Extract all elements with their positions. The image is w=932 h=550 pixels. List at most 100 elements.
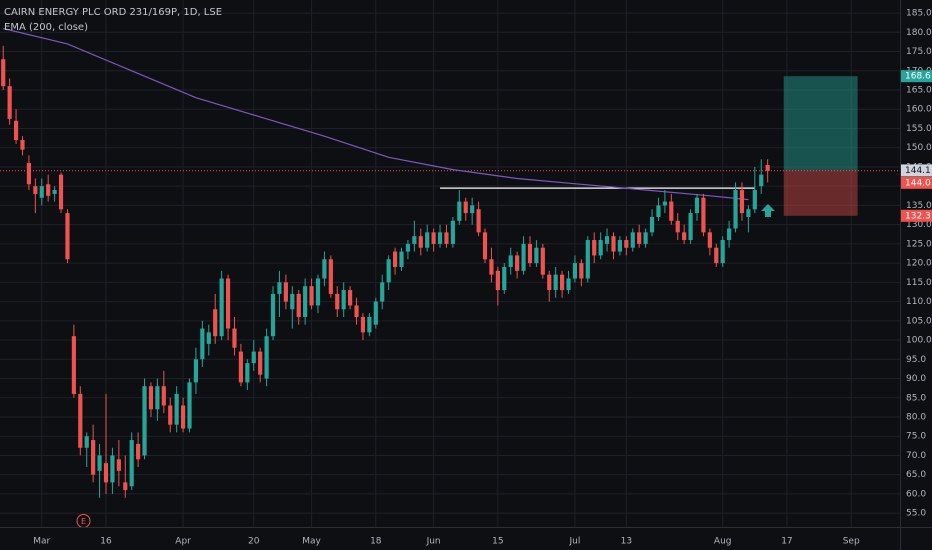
candle-body (129, 440, 134, 487)
y-tick-label: 160.0 (906, 105, 932, 115)
candle-body (309, 286, 314, 306)
candle-body (123, 482, 128, 491)
candle-body (637, 232, 642, 244)
candle-body (360, 316, 366, 333)
candle-body (283, 282, 288, 302)
candle-body (688, 213, 693, 241)
arrow-up (761, 204, 775, 217)
candle-body (624, 240, 629, 248)
candle-body (598, 240, 603, 256)
candle-body (238, 351, 243, 383)
candle-body (13, 120, 19, 141)
y-tick-label: 155.0 (906, 124, 932, 134)
target-tag: 168.6 (905, 72, 931, 82)
candle-body (341, 290, 346, 310)
candle-body (200, 328, 205, 360)
candle-body (373, 301, 378, 325)
candle-body (142, 386, 147, 456)
y-tick-label: 135.0 (906, 201, 932, 211)
candle-body (245, 363, 250, 383)
candle-body (335, 293, 340, 310)
candle-body (675, 220, 680, 233)
candle-body (585, 240, 590, 279)
candle-body (52, 190, 57, 194)
candle-body (489, 259, 494, 275)
x-tick-label: May (302, 537, 321, 547)
candle-body (617, 240, 623, 252)
candle-body (91, 440, 96, 475)
candle-body (560, 274, 565, 291)
candle-body (669, 201, 674, 221)
candle-body (399, 251, 404, 267)
candle-body (405, 243, 411, 252)
candle-body (662, 201, 667, 206)
candle-body (33, 186, 38, 194)
candle-body (682, 232, 687, 241)
candle-body (1, 59, 6, 87)
candle-body (733, 190, 738, 229)
y-tick-label: 60.0 (906, 489, 926, 499)
y-tick-label: 105.0 (906, 316, 932, 326)
candle-body (180, 405, 186, 429)
candle-body (71, 336, 76, 394)
candle-body (232, 328, 237, 348)
candle-body (752, 190, 757, 210)
candle-body (328, 259, 333, 294)
candle-body (380, 282, 385, 302)
candle-body (714, 247, 719, 264)
y-tick-label: 95.0 (906, 355, 926, 365)
candle-body (418, 236, 423, 248)
candle-body (103, 463, 109, 483)
candle-body (251, 351, 256, 364)
candle-body (508, 255, 513, 267)
y-tick-label: 180.0 (906, 28, 932, 38)
y-tick-label: 90.0 (906, 374, 926, 384)
x-tick-label: 13 (621, 537, 632, 547)
x-tick-label: 20 (248, 537, 260, 547)
candle-body (592, 240, 597, 256)
stop-tag-bg (901, 209, 932, 222)
target-tag-bg (901, 70, 932, 83)
candle-body (739, 190, 745, 214)
candle-body (643, 232, 648, 244)
x-tick-label: Jul (569, 537, 581, 547)
candle-body (290, 293, 295, 310)
candle-body (58, 174, 64, 210)
candle-body (225, 278, 231, 329)
position-profit (783, 76, 858, 171)
y-tick-label: 125.0 (906, 239, 932, 249)
candle-body (367, 316, 372, 333)
candle-body (193, 359, 199, 383)
y-tick-label: 85.0 (906, 393, 926, 403)
candle-body (39, 186, 44, 198)
candle-body (649, 216, 655, 233)
candle-body (412, 236, 417, 244)
x-tick-label: Sep (843, 537, 860, 547)
y-tick-label: 120.0 (906, 259, 932, 269)
x-tick-label: Mar (33, 537, 50, 547)
y-tick-label: 65.0 (906, 470, 926, 480)
candle-body (219, 278, 224, 337)
candle-body (707, 232, 712, 248)
candle-body (431, 232, 436, 244)
y-tick-label: 70.0 (906, 451, 926, 461)
candle-body (348, 290, 353, 306)
y-tick-label: 175.0 (906, 47, 932, 57)
candle-body (277, 282, 282, 294)
candle-body (727, 228, 732, 241)
y-tick-label: 55.0 (906, 509, 926, 519)
entry-tag: 144.1 (905, 166, 931, 176)
candle-body (611, 236, 616, 252)
candle-body (547, 274, 552, 291)
y-tick-label: 150.0 (906, 143, 932, 153)
y-tick-label: 110.0 (906, 297, 932, 307)
candle-body (20, 140, 25, 150)
candle-body (457, 201, 462, 221)
candle-body (116, 459, 121, 471)
x-tick-label: Jun (426, 537, 441, 547)
candle-body (213, 309, 218, 337)
last-price-tag-bg (901, 176, 932, 189)
candle-body (502, 266, 507, 291)
candle-body (148, 386, 154, 410)
